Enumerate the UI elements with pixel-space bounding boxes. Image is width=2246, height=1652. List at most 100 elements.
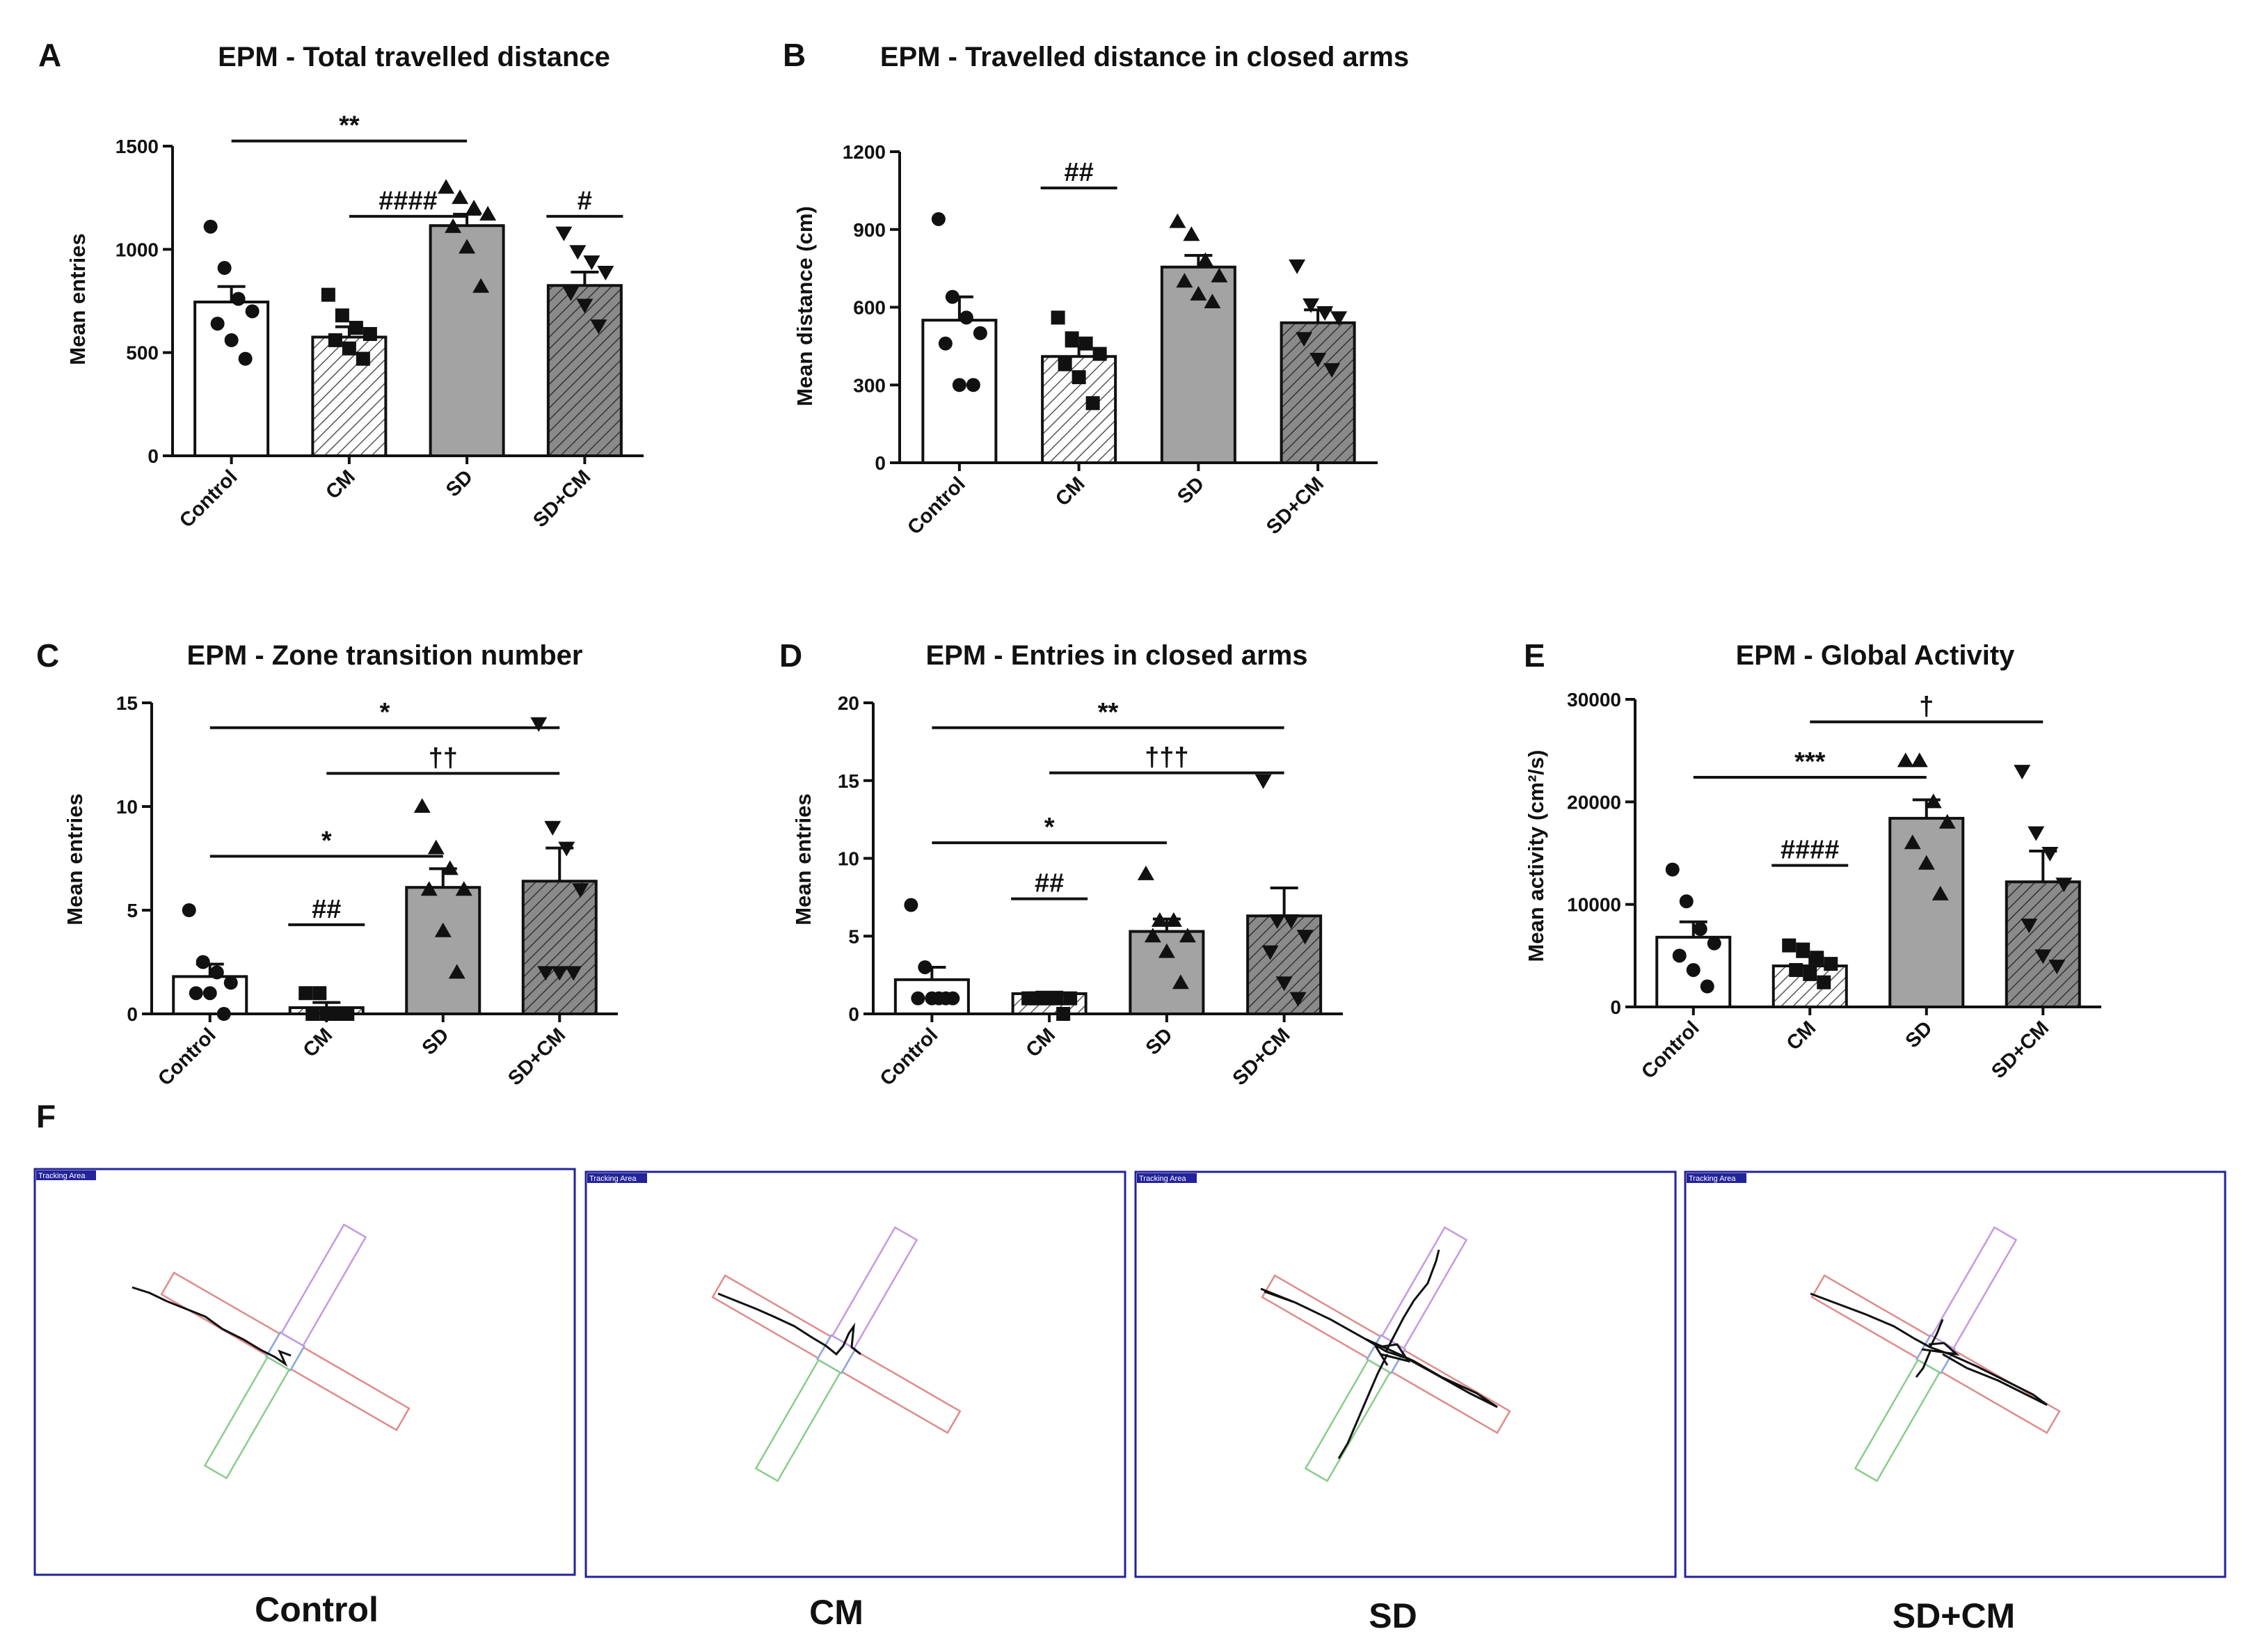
maze-outline <box>711 1226 962 1482</box>
x-tick-label: Control <box>1637 1017 1704 1083</box>
data-point <box>465 200 483 214</box>
significance-label: ## <box>1064 158 1093 187</box>
data-point <box>1323 363 1341 378</box>
data-point <box>1904 834 1921 850</box>
track-label-cm: CM <box>809 1593 863 1632</box>
data-point <box>1782 938 1797 953</box>
y-tick-label: 10 <box>116 796 138 818</box>
x-tick-label: CM <box>1051 472 1090 511</box>
x-tick-label: SD <box>442 466 477 501</box>
significance-label: * <box>1044 813 1055 842</box>
tracking-area-label: Tracking Area <box>1139 1175 1186 1183</box>
panel-letter-d: D <box>779 637 802 674</box>
y-axis-label-d: Mean entries <box>791 793 815 926</box>
significance-label: †† <box>429 743 458 772</box>
tracking-area-tag <box>1137 1173 1197 1183</box>
data-point <box>959 310 973 325</box>
data-point <box>342 341 356 356</box>
y-tick-label: 1000 <box>116 239 159 260</box>
data-point <box>925 991 939 1006</box>
data-point <box>1028 991 1043 1006</box>
x-tick-label: Control <box>175 466 242 532</box>
chart-title-d: EPM - Entries in closed arms <box>925 640 1307 671</box>
data-point <box>1796 942 1810 957</box>
y-tick-label: 500 <box>126 342 159 364</box>
data-point <box>2034 949 2052 964</box>
data-point <box>438 179 455 194</box>
x-tick-label: CM <box>321 466 360 504</box>
data-point <box>1817 975 1831 990</box>
bar-sd <box>405 886 481 1015</box>
data-point <box>1686 962 1701 977</box>
data-point <box>572 883 589 898</box>
data-point <box>245 304 260 319</box>
data-point <box>231 292 246 306</box>
closed-arm-bottom <box>1304 1358 1392 1482</box>
closed-arm-bottom <box>1854 1358 1941 1482</box>
data-point <box>413 798 431 813</box>
data-point <box>551 966 568 981</box>
data-point <box>1296 332 1313 347</box>
y-tick-label: 1500 <box>116 136 159 157</box>
chart-title-a: EPM - Total travelled distance <box>218 42 610 72</box>
data-point <box>918 960 932 974</box>
data-point <box>1665 862 1680 877</box>
data-point <box>1255 774 1272 789</box>
bar-sd-cm <box>2005 880 2081 1008</box>
data-point <box>1137 865 1154 880</box>
data-point <box>597 265 614 280</box>
x-tick-label: CM <box>1022 1024 1060 1062</box>
significance-label: * <box>380 698 390 727</box>
data-point <box>445 218 462 233</box>
data-point <box>1918 855 1935 870</box>
data-point <box>455 881 472 896</box>
data-point <box>1072 370 1086 385</box>
track-frame <box>33 1168 576 1576</box>
chart-title-c: EPM - Zone transition number <box>187 640 583 671</box>
data-point <box>1065 331 1079 346</box>
data-point <box>1051 310 1065 325</box>
data-point <box>565 966 582 981</box>
significance-label: *** <box>1794 747 1826 777</box>
plot-area-e: 0 10000 20000 30000 Control CM SD SD+CM † *** #### <box>1567 689 2101 1083</box>
maze-outline <box>160 1223 411 1479</box>
significance-label: † <box>1919 692 1934 721</box>
data-point <box>1085 396 1100 411</box>
data-point <box>1925 793 1942 809</box>
x-tick-label: SD+CM <box>1987 1017 2053 1083</box>
data-point <box>911 991 925 1006</box>
panel-letter-c: C <box>36 637 59 674</box>
data-point <box>1289 992 1307 1007</box>
data-point <box>1179 928 1196 943</box>
data-point <box>321 287 335 302</box>
y-tick-label: 0 <box>1610 996 1621 1018</box>
tracking-area-label: Tracking Area <box>589 1175 637 1183</box>
plot-area-b: 0 300 600 900 1200 Control CM SD SD+CM ## <box>843 141 1378 539</box>
data-point <box>1707 936 1721 951</box>
data-point <box>544 820 562 836</box>
y-tick-label: 1200 <box>843 141 886 163</box>
data-point <box>441 860 459 875</box>
data-point <box>328 333 342 347</box>
data-point <box>479 205 497 221</box>
data-point <box>1144 928 1161 943</box>
track-frame <box>1684 1170 2227 1578</box>
data-point <box>196 955 210 969</box>
y-tick-label: 15 <box>838 770 859 792</box>
y-tick-label: 0 <box>848 1003 859 1025</box>
track-panel-sdcm: Tracking Area SD+CM <box>1684 1170 2227 1635</box>
x-tick-label: SD <box>1902 1017 1937 1052</box>
data-point <box>182 903 196 917</box>
data-point <box>356 351 370 366</box>
y-tick-label: 5 <box>848 926 859 947</box>
data-point <box>1789 962 1803 977</box>
panel-letter-b: B <box>783 37 806 73</box>
closed-arm-top <box>280 1223 367 1347</box>
data-point <box>1693 922 1707 937</box>
data-point <box>335 308 349 323</box>
y-tick-label: 600 <box>853 297 886 319</box>
data-point <box>209 965 224 980</box>
data-point <box>1316 305 1334 321</box>
